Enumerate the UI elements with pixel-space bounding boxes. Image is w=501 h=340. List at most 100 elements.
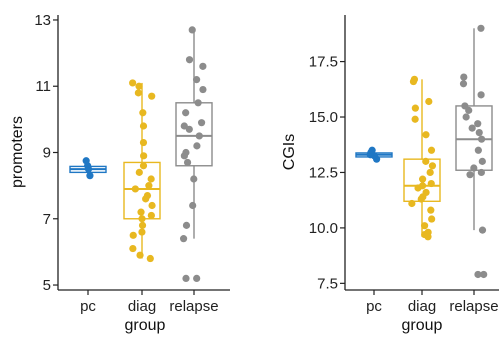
diag-data-point xyxy=(129,79,137,87)
diag-data-point xyxy=(135,82,143,90)
cgis-x-ticks: pc diag relapse xyxy=(366,290,499,315)
relapse-data-point xyxy=(474,120,482,128)
relapse-data-point xyxy=(478,157,486,165)
relapse-data-point xyxy=(199,85,207,94)
promoters-y-tick-label: 5 xyxy=(43,277,51,294)
diag-data-point xyxy=(137,208,145,216)
cgis-x-tick-label-pc: pc xyxy=(366,298,382,315)
relapse-box xyxy=(175,102,213,167)
cgis-y-tick-label: 7.5 xyxy=(317,275,338,292)
diag-data-point xyxy=(139,122,148,130)
diag-data-point xyxy=(409,77,418,86)
diag-data-point xyxy=(417,195,425,203)
relapse-data-point xyxy=(465,106,473,114)
promoters-y-tick-label: 11 xyxy=(35,78,51,95)
relapse-data-point xyxy=(192,76,201,84)
diag-data-point xyxy=(138,228,146,236)
diag-data-point xyxy=(138,215,146,223)
relapse-data-point xyxy=(477,91,485,99)
promoters-y-axis-title: promoters xyxy=(9,116,26,188)
diag-data-point xyxy=(427,206,435,214)
relapse-data-point xyxy=(185,125,193,133)
relapse-data-point xyxy=(477,135,486,143)
diag-data-point xyxy=(129,231,137,239)
relapse-data-point xyxy=(188,26,196,34)
relapse-data-point xyxy=(470,164,478,172)
diag-data-point xyxy=(427,179,435,188)
cgis-y-tick-label: 10.0 xyxy=(309,220,338,237)
promoters-y-tick-label: 9 xyxy=(43,145,51,162)
diag-data-point xyxy=(420,222,429,230)
relapse-box xyxy=(455,105,493,171)
promoters-x-axis-title: group xyxy=(125,317,166,334)
cgis-y-tick-label: 15.0 xyxy=(309,109,338,126)
diag-data-point xyxy=(145,182,153,190)
promoters-x-tick-label-diag: diag xyxy=(128,298,156,315)
diag-data-point xyxy=(146,254,154,263)
pc-data-point xyxy=(86,172,94,180)
promoters-y-ticks: 5 7 9 11 13 xyxy=(34,12,58,294)
cgis-y-tick-label: 17.5 xyxy=(309,54,338,71)
relapse-data-point xyxy=(190,175,198,183)
diag-data-point xyxy=(134,89,142,97)
promoters-points xyxy=(82,26,207,283)
relapse-data-point xyxy=(480,270,488,279)
relapse-data-point xyxy=(180,152,188,160)
promoters-x-tick-label-relapse: relapse xyxy=(169,298,218,315)
relapse-data-point xyxy=(183,158,192,167)
diag-data-point xyxy=(428,162,437,170)
relapse-data-point xyxy=(179,235,188,243)
relapse-data-point xyxy=(462,113,470,121)
relapse-data-point xyxy=(197,119,206,127)
relapse-data-point xyxy=(194,99,202,107)
diag-data-point xyxy=(419,175,427,183)
cgis-x-axis-title: group xyxy=(402,317,443,334)
promoters-panel: 5 7 9 11 13 pc diag relapse group promoters xyxy=(9,12,230,334)
relapse-data-point xyxy=(199,62,207,70)
cgis-x-tick-label-relapse: relapse xyxy=(449,298,498,315)
diag-data-point xyxy=(140,152,148,160)
diag-data-point xyxy=(138,221,147,229)
cgis-x-tick-label-diag: diag xyxy=(408,298,436,315)
pc-data-point xyxy=(368,146,376,154)
relapse-data-point xyxy=(195,132,203,140)
promoters-x-tick-label-pc: pc xyxy=(80,298,96,315)
cgis-y-ticks: 7.5 10.0 12.5 15.0 17.5 xyxy=(309,54,345,292)
relapse-data-point xyxy=(182,221,191,229)
relapse-data-point xyxy=(474,146,482,154)
relapse-data-point xyxy=(477,24,485,32)
diag-data-point xyxy=(414,184,422,192)
relapse-data-point xyxy=(185,56,194,64)
relapse-data-point xyxy=(478,226,487,234)
relapse-data-point xyxy=(477,168,485,177)
diag-data-point xyxy=(139,162,148,170)
promoters-y-tick-label: 13 xyxy=(34,12,51,29)
relapse-data-point xyxy=(466,171,474,179)
diag-data-point xyxy=(422,157,430,165)
diag-data-point xyxy=(422,131,430,139)
cgis-y-tick-label: 12.5 xyxy=(309,164,338,181)
relapse-data-point xyxy=(189,201,197,210)
promoters-y-tick-label: 7 xyxy=(43,211,51,228)
pc-data-point xyxy=(82,157,90,165)
relapse-data-point xyxy=(193,142,201,150)
diag-data-point xyxy=(147,175,155,183)
diag-data-point xyxy=(411,104,419,112)
diag-data-point xyxy=(139,109,147,117)
relapse-data-point xyxy=(474,270,482,279)
cgis-points xyxy=(366,24,488,279)
diag-data-point xyxy=(411,115,419,123)
diag-data-point xyxy=(425,97,433,106)
diag-data-point xyxy=(408,199,416,208)
cgis-y-axis-title: CGIs xyxy=(281,134,298,170)
relapse-data-point xyxy=(182,109,190,117)
relapse-data-point xyxy=(475,128,483,137)
diag-data-point xyxy=(424,233,432,241)
relapse-data-point xyxy=(193,274,201,283)
diag-data-point xyxy=(142,195,150,203)
diag-data-point xyxy=(129,244,137,253)
diag-data-point xyxy=(427,146,436,154)
diag-data-point xyxy=(139,138,148,147)
promoters-x-ticks: pc diag relapse xyxy=(80,290,219,315)
